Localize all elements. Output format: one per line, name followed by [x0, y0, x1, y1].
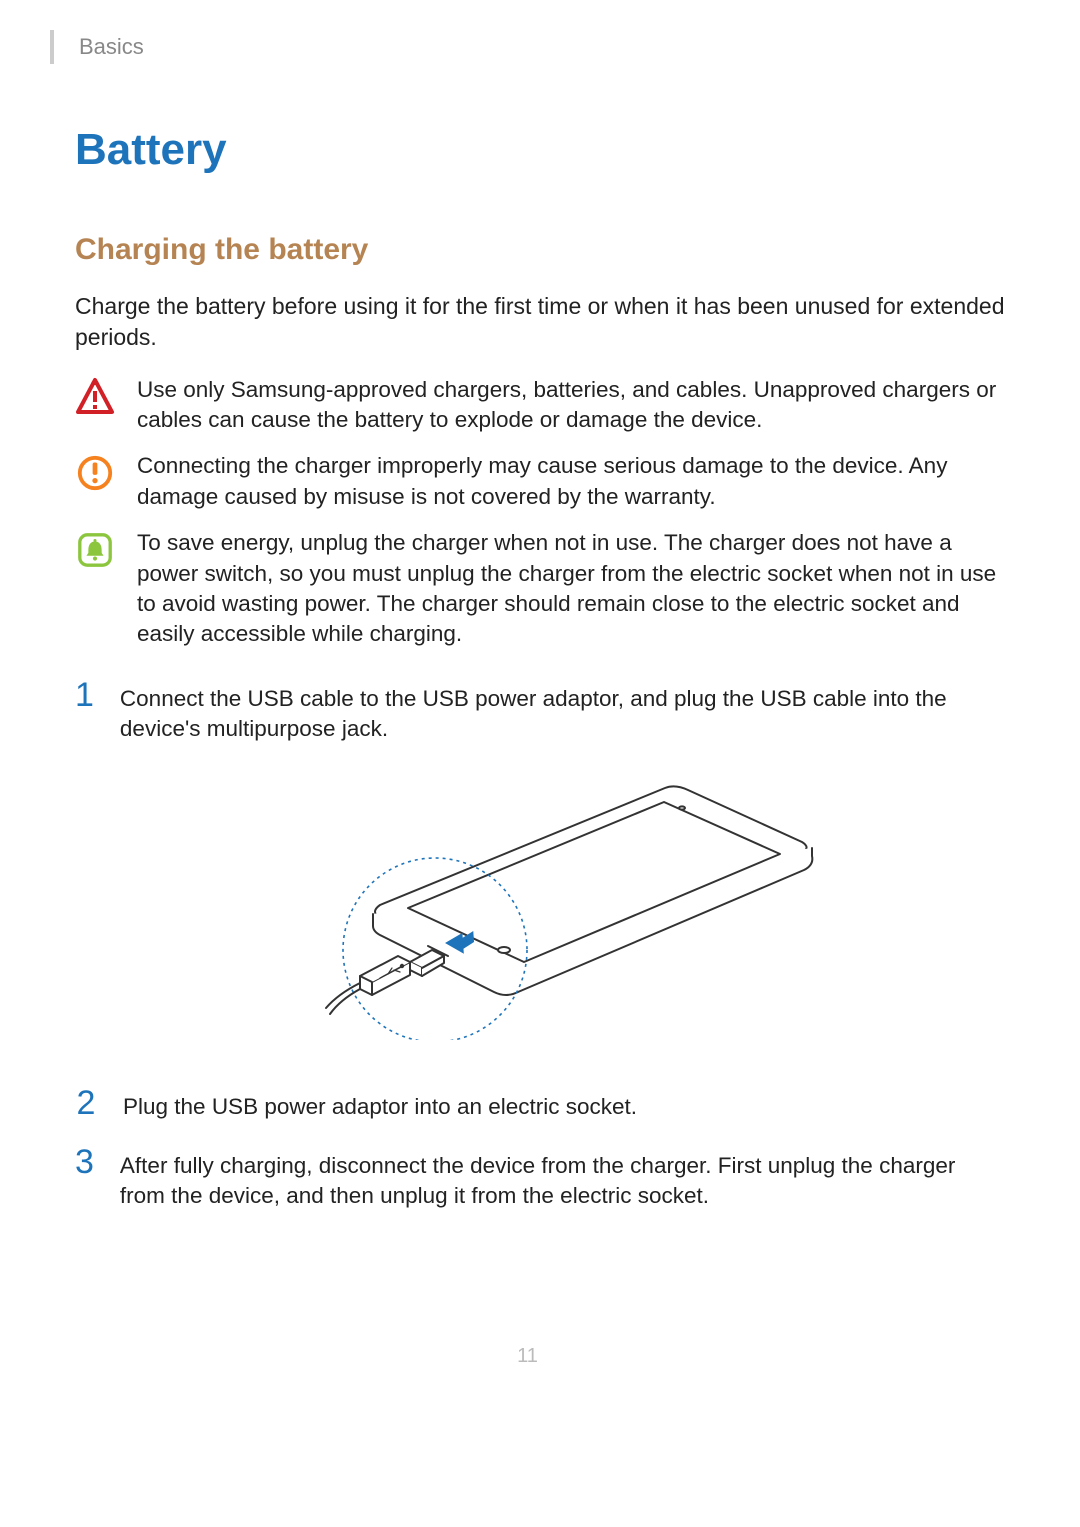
- charging-diagram: [75, 770, 1005, 1040]
- callout-warning-text: Use only Samsung-approved chargers, batt…: [137, 375, 1005, 436]
- step-text: After fully charging, disconnect the dev…: [120, 1151, 1005, 1212]
- step-number: 3: [75, 1145, 94, 1179]
- note-icon: [75, 530, 115, 570]
- step-3: 3 After fully charging, disconnect the d…: [75, 1149, 1005, 1212]
- step-2: 2 Plug the USB power adaptor into an ele…: [75, 1090, 1005, 1122]
- callout-note-text: To save energy, unplug the charger when …: [137, 528, 1005, 650]
- caution-icon: [75, 453, 115, 493]
- callout-warning: Use only Samsung-approved chargers, batt…: [75, 375, 1005, 436]
- page-title: Battery: [75, 119, 1005, 181]
- callout-note: To save energy, unplug the charger when …: [75, 528, 1005, 650]
- step-1: 1 Connect the USB cable to the USB power…: [75, 682, 1005, 745]
- header-accent-bar: [50, 30, 54, 64]
- intro-paragraph: Charge the battery before using it for t…: [75, 291, 1005, 353]
- warning-icon: [75, 377, 115, 417]
- step-text: Connect the USB cable to the USB power a…: [120, 684, 1005, 745]
- callout-caution-text: Connecting the charger improperly may ca…: [137, 451, 1005, 512]
- page-header: Basics: [50, 30, 1005, 64]
- step-number: 2: [75, 1086, 97, 1120]
- breadcrumb: Basics: [79, 32, 144, 63]
- section-heading: Charging the battery: [75, 229, 1005, 271]
- step-text: Plug the USB power adaptor into an elect…: [123, 1092, 637, 1122]
- callout-caution: Connecting the charger improperly may ca…: [75, 451, 1005, 512]
- steps-list: 1 Connect the USB cable to the USB power…: [75, 682, 1005, 1212]
- step-number: 1: [75, 678, 94, 712]
- page-number: 11: [50, 1342, 1005, 1370]
